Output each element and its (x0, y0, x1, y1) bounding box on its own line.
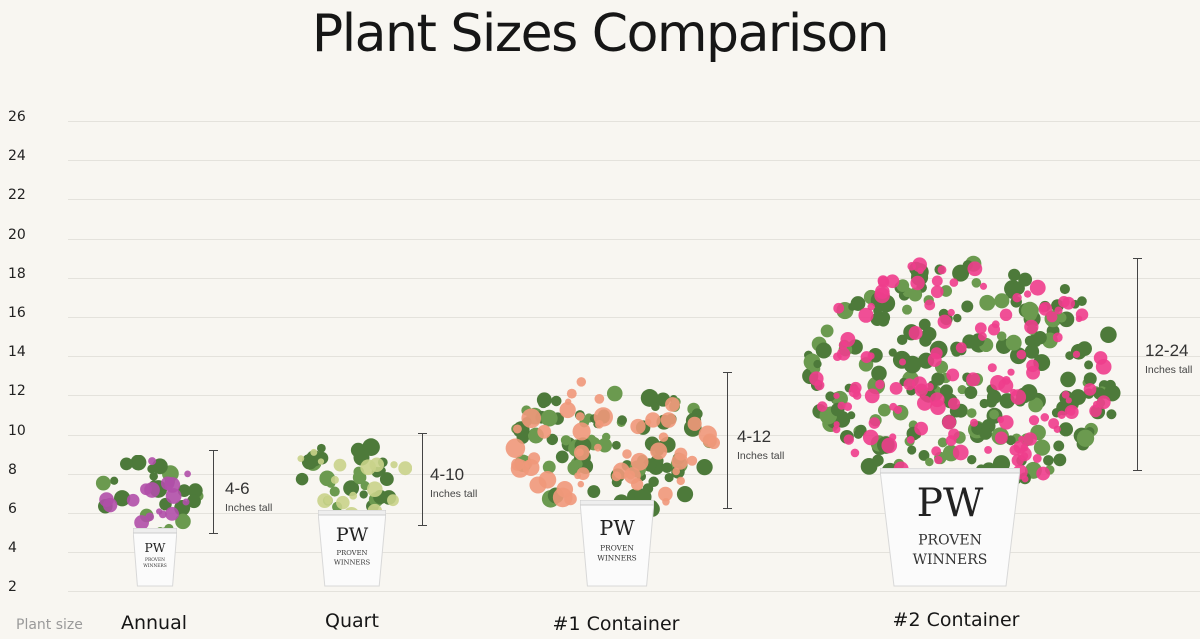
plant-pot-image: PW PROVEN WINNERS (880, 468, 1020, 587)
y-tick-label: 4 (8, 540, 17, 557)
plant-pot-image: PW PROVEN WINNERS (318, 510, 386, 587)
height-unit: Inches tall (1145, 364, 1193, 376)
y-tick-label: 16 (8, 305, 26, 321)
gridline (68, 277, 1200, 279)
height-bracket (723, 372, 732, 509)
height-unit: Inches tall (430, 488, 478, 500)
plant-pot-image: PW PROVEN WINNERS (133, 528, 177, 587)
svg-text:WINNERS: WINNERS (913, 552, 988, 568)
y-tick-label: 6 (8, 501, 17, 517)
gridline (68, 395, 1200, 397)
gridline (68, 160, 1200, 162)
gridline (68, 199, 1200, 201)
plant-size-category: Annual (120, 612, 188, 634)
svg-text:PW: PW (917, 481, 984, 526)
y-tick-label: 22 (8, 187, 26, 204)
svg-text:PW: PW (145, 541, 166, 555)
plant-foliage-image (505, 377, 720, 520)
height-range: 12-24 (1145, 341, 1189, 360)
height-bracket (209, 450, 218, 534)
plant-foliage-image (295, 438, 412, 517)
plant-foliage-image (95, 455, 204, 537)
svg-text:WINNERS: WINNERS (143, 564, 166, 569)
y-tick-label: 26 (8, 109, 26, 125)
plant-size-category: #2 Container (892, 609, 1020, 631)
svg-text:WINNERS: WINNERS (334, 559, 371, 567)
gridline (68, 591, 1200, 593)
y-tick-label: 2 (8, 579, 17, 596)
y-tick-label: 18 (8, 265, 26, 282)
height-range: 4-6 (225, 479, 250, 498)
svg-text:PROVEN: PROVEN (337, 549, 368, 557)
plant-foliage-image (802, 255, 1121, 491)
gridline (68, 434, 1200, 436)
gridline (68, 238, 1200, 240)
svg-text:PW: PW (336, 524, 369, 546)
plant-pot-image: PW PROVEN WINNERS (580, 500, 654, 587)
y-tick-label: 14 (8, 344, 26, 361)
plant-size-category: Quart (325, 610, 379, 632)
y-tick-label: 12 (8, 383, 26, 400)
gridline (68, 121, 1200, 122)
y-tick-label: 8 (8, 461, 17, 478)
gridline (68, 356, 1200, 358)
height-bracket (418, 433, 427, 526)
height-unit: Inches tall (225, 502, 273, 514)
height-unit: Inches tall (737, 450, 785, 462)
gridline (68, 317, 1200, 318)
axis-label: Plant size (16, 617, 83, 633)
plant-size-category: #1 Container (552, 613, 680, 635)
svg-text:PROVEN: PROVEN (918, 533, 982, 549)
height-bracket (1133, 258, 1142, 471)
height-range: 4-12 (737, 427, 772, 446)
svg-text:PW: PW (599, 516, 635, 540)
height-range: 4-10 (430, 465, 465, 484)
svg-text:WINNERS: WINNERS (597, 554, 636, 563)
page-title: Plant Sizes Comparison (311, 4, 890, 64)
svg-text:PROVEN: PROVEN (145, 558, 165, 563)
svg-text:PROVEN: PROVEN (600, 543, 634, 552)
y-tick-label: 20 (8, 226, 26, 243)
y-tick-label: 10 (8, 422, 26, 439)
y-tick-label: 24 (8, 148, 26, 165)
